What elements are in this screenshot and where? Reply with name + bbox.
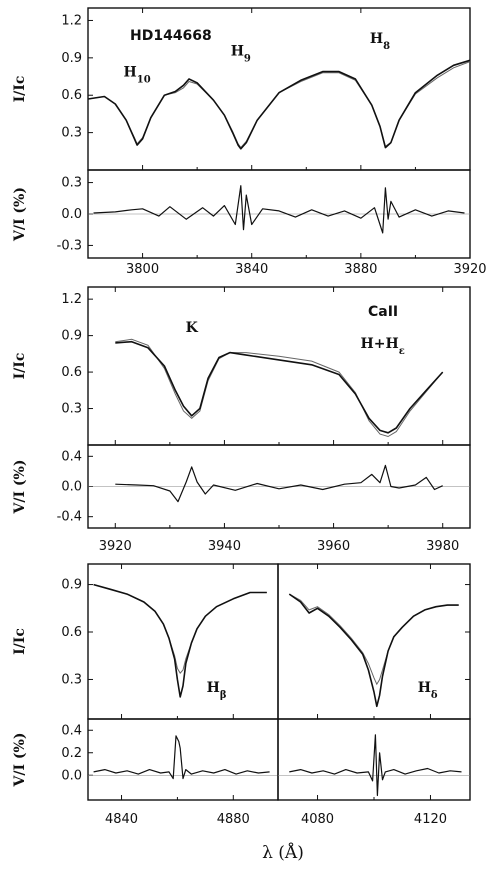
- annotation-subscript: 8: [383, 40, 390, 51]
- y-tick-label: 0.3: [61, 176, 82, 191]
- y-tick-label: 0.3: [61, 126, 82, 141]
- stokes-v-line: [93, 735, 270, 780]
- observed-intensity-line: [87, 59, 471, 150]
- annotation-subscript: β: [220, 690, 227, 701]
- model-intensity-line: [93, 584, 267, 674]
- intensity-axis-label: I/Ic: [12, 628, 28, 655]
- line-annotation: H10: [124, 65, 151, 86]
- y-tick-label: 0.0: [61, 768, 82, 783]
- line-annotation: Hβ: [207, 680, 227, 701]
- annotation-subscript: ε: [399, 345, 405, 356]
- x-tick-label: 4880: [217, 812, 250, 827]
- x-tick-label: 4120: [414, 812, 447, 827]
- x-tick-label: 3920: [99, 539, 132, 554]
- y-tick-label: 0.3: [61, 402, 82, 417]
- y-tick-label: 0.9: [61, 329, 82, 344]
- annotation-subscript: δ: [431, 690, 438, 701]
- chart-title: CaII: [368, 304, 398, 320]
- y-tick-label: 0.2: [61, 746, 82, 761]
- annotation-subscript: 9: [244, 53, 251, 64]
- y-tick-label: 0.4: [61, 449, 82, 464]
- stokes-v-line: [289, 734, 462, 797]
- line-annotation: Hδ: [418, 680, 438, 701]
- line-annotation: H9: [231, 43, 251, 64]
- y-tick-label: 0.9: [61, 578, 82, 593]
- y-tick-label: 0.6: [61, 625, 82, 640]
- polarization-axis-label: V/I (%): [12, 187, 28, 242]
- model-intensity-line: [115, 338, 444, 438]
- y-tick-label: 0.0: [61, 480, 82, 495]
- observed-intensity-line: [93, 583, 267, 698]
- y-tick-label: 0.4: [61, 723, 82, 738]
- polarization-panel-frame: [87, 718, 279, 801]
- intensity-axis-label: I/Ic: [12, 353, 28, 380]
- annotation-subscript: 10: [137, 74, 151, 85]
- observed-intensity-line: [115, 340, 444, 434]
- x-tick-label: 3940: [208, 539, 241, 554]
- y-tick-label: 0.6: [61, 88, 82, 103]
- x-tick-label: 3800: [126, 262, 159, 277]
- x-tick-label: 3920: [453, 262, 486, 277]
- line-annotation: H+Hε: [361, 336, 405, 357]
- x-tick-label: 3960: [317, 539, 350, 554]
- y-tick-label: 1.2: [61, 13, 82, 28]
- intensity-axis-label: I/Ic: [12, 76, 28, 103]
- chart-title: HD144668: [130, 28, 212, 44]
- x-tick-label: 3980: [426, 539, 459, 554]
- stokes-v-line: [115, 464, 443, 503]
- y-tick-label: -0.4: [57, 510, 82, 525]
- y-tick-label: 1.2: [61, 292, 82, 307]
- polarization-axis-label: V/I (%): [12, 733, 28, 788]
- observed-intensity-line: [288, 593, 459, 708]
- y-tick-label: 0.6: [61, 365, 82, 380]
- y-tick-label: -0.3: [57, 238, 82, 253]
- intensity-panel-frame: [87, 286, 471, 446]
- stokes-v-line: [93, 185, 465, 234]
- x-tick-label: 3880: [344, 262, 377, 277]
- intensity-panel-frame: [87, 563, 279, 720]
- y-tick-label: 0.0: [61, 207, 82, 222]
- x-tick-label: 4080: [301, 812, 334, 827]
- y-tick-label: 0.9: [61, 51, 82, 66]
- y-tick-label: 0.3: [61, 672, 82, 687]
- line-annotation: K: [186, 320, 199, 336]
- polarization-axis-label: V/I (%): [12, 460, 28, 515]
- x-tick-label: 4840: [105, 812, 138, 827]
- x-tick-label: 3840: [235, 262, 268, 277]
- line-annotation: H8: [370, 31, 390, 52]
- x-axis-label: λ (Å): [262, 842, 304, 863]
